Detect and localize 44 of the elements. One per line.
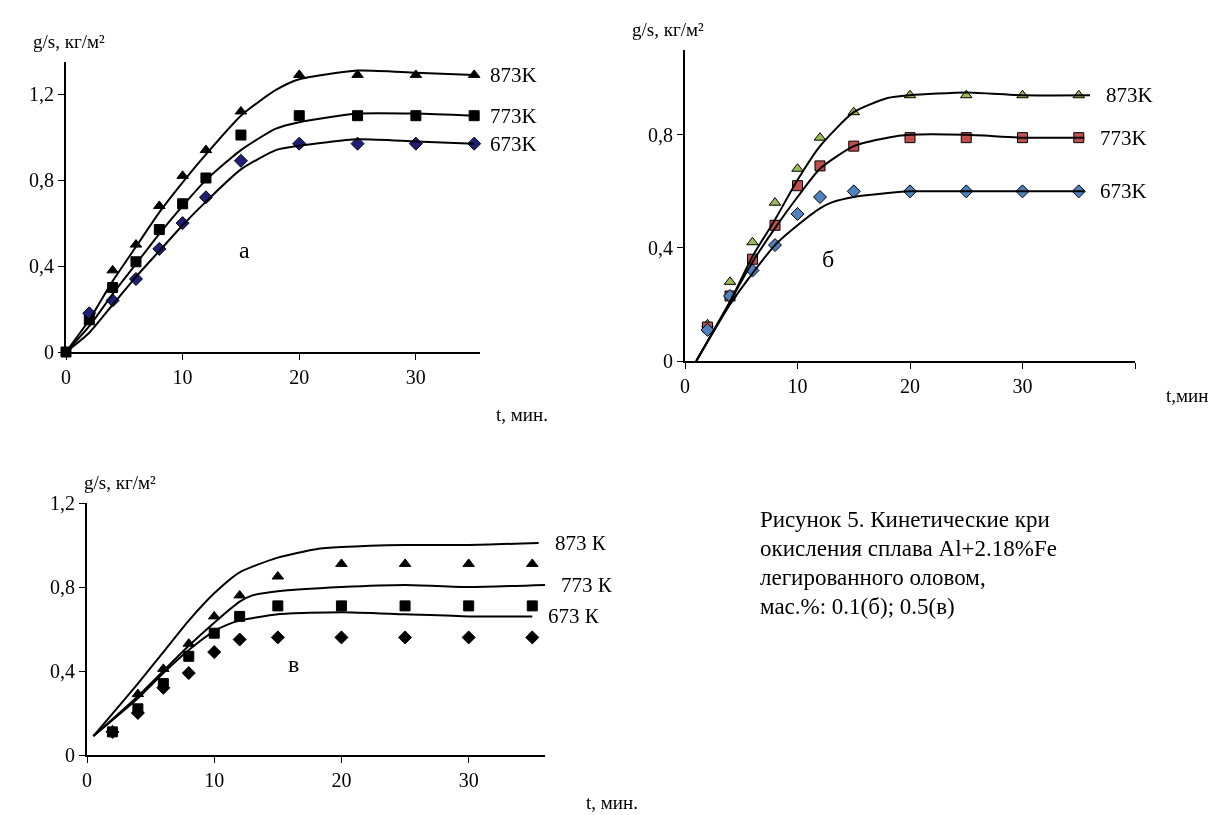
y-axis-title: g/s, кг/м²	[632, 19, 704, 40]
y-tick-label: 1,2	[50, 492, 75, 514]
annotation: в	[288, 651, 300, 677]
x-tick-label: 20	[289, 366, 310, 388]
x-tick-label: 20	[900, 375, 920, 397]
y-tick-label: 0	[44, 341, 54, 363]
x-tick-label: 30	[458, 769, 479, 791]
y-tick-label: 0	[65, 744, 75, 766]
series-label: 673K	[1100, 179, 1147, 203]
y-tick-label: 0,8	[50, 576, 75, 598]
series-label: 773K	[490, 104, 537, 128]
y-axis-title: g/s, кг/м²	[84, 472, 156, 493]
y-tick-label: 0,8	[29, 169, 54, 192]
y-tick-label: 0,8	[648, 123, 673, 146]
y-tick-label: 0,4	[50, 660, 75, 682]
series-label: 673K	[490, 132, 537, 156]
series-label: 873K	[490, 63, 537, 87]
x-tick-label: 10	[204, 769, 225, 791]
x-tick-label: 30	[405, 366, 426, 388]
x-tick-label: 0	[82, 769, 92, 791]
x-axis-title: t,мин	[1166, 385, 1209, 406]
x-tick-label: 30	[1012, 375, 1033, 397]
text: мас.%: 0.1(б); 0.5(в)	[760, 593, 956, 621]
text: окисления сплава Al+2.18%Fe	[760, 535, 1058, 563]
y-tick-label: 0,4	[29, 255, 54, 278]
text: легированного оловом,	[760, 564, 987, 592]
x-axis-title: t, мин.	[496, 404, 548, 425]
series-label: 773K	[1100, 126, 1147, 150]
y-tick-label: 0,4	[648, 236, 673, 259]
x-tick-label: 20	[331, 769, 352, 791]
series-label: 873K	[1106, 83, 1153, 107]
x-axis-title: t, мин.	[586, 792, 638, 813]
text: Рисунок 5. Кинетические кри	[760, 506, 1051, 534]
series-label: 773 К	[561, 573, 613, 597]
y-axis-title: g/s, кг/м²	[33, 31, 105, 52]
annotation: б	[822, 246, 835, 272]
x-tick-label: 10	[172, 366, 193, 388]
y-tick-label: 1,2	[29, 83, 54, 106]
series-label: 873 К	[555, 531, 607, 555]
y-tick-label: 0	[663, 350, 673, 372]
x-tick-label: 10	[787, 375, 808, 397]
series-label: 673 К	[548, 604, 600, 628]
annotation: а	[239, 237, 250, 263]
x-tick-label: 0	[680, 375, 690, 397]
